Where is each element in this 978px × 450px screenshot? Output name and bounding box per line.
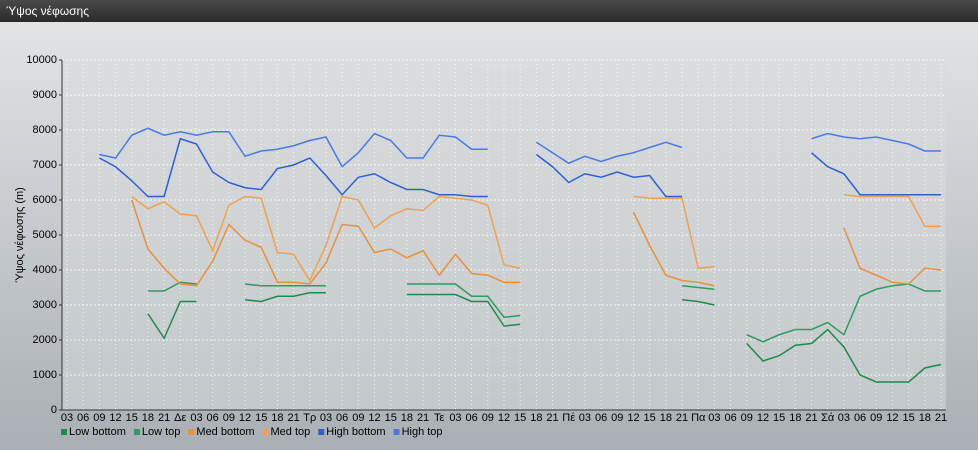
x-tick-label: 03 (61, 412, 73, 424)
x-tick-label: 12 (368, 412, 380, 424)
series-line (147, 281, 941, 343)
series-line (99, 127, 941, 168)
x-tick-label: Πα (691, 412, 706, 424)
y-tick-label: 8000 (33, 124, 57, 136)
x-tick-label: 03 (320, 412, 332, 424)
x-tick-label: 18 (401, 412, 413, 424)
x-tick-label: 06 (854, 412, 866, 424)
y-tick-label: 7000 (33, 159, 57, 171)
x-tick-label: 15 (126, 412, 138, 424)
legend-swatch (318, 429, 325, 435)
x-tick-label: 18 (789, 412, 801, 424)
x-tick-label: 12 (757, 412, 769, 424)
x-tick-label: 09 (741, 412, 753, 424)
x-tick-label: 15 (255, 412, 267, 424)
x-tick-label: 09 (611, 412, 623, 424)
legend-label: High top (402, 426, 443, 438)
x-tick-label: 21 (935, 412, 947, 424)
x-tick-label: Πέ (562, 412, 575, 424)
x-tick-label: 06 (336, 412, 348, 424)
legend-swatch (133, 429, 140, 435)
x-tick-label: 12 (109, 412, 121, 424)
x-tick-label: 15 (385, 412, 397, 424)
y-tick-label: 3000 (33, 299, 57, 311)
legend-swatch (61, 429, 67, 435)
y-tick-label: 1000 (33, 369, 57, 381)
legend-swatch (188, 429, 195, 435)
x-tick-label: 06 (77, 412, 89, 424)
legend-label: Med bottom (196, 426, 254, 438)
x-tick-label: 06 (724, 412, 736, 424)
x-tick-label: 15 (903, 412, 915, 424)
legend-label: Low top (142, 426, 181, 438)
x-tick-label: 09 (482, 412, 494, 424)
y-tick-label: 4000 (33, 264, 57, 276)
x-tick-label: 12 (886, 412, 898, 424)
y-tick-label: 9000 (33, 89, 57, 101)
y-tick-label: 0 (51, 404, 57, 416)
x-tick-label: 12 (627, 412, 639, 424)
x-tick-label: 21 (676, 412, 688, 424)
x-tick-label: 21 (546, 412, 558, 424)
series-line (131, 199, 942, 287)
x-tick-label: 06 (207, 412, 219, 424)
x-tick-label: 18 (660, 412, 672, 424)
x-tick-label: 18 (919, 412, 931, 424)
y-tick-label: 5000 (33, 229, 57, 241)
y-axis-label: Ύψος νέφωσης (m) (14, 187, 26, 283)
x-tick-label: Σά (821, 412, 835, 424)
legend-swatch (393, 429, 400, 435)
x-tick-label: 21 (158, 412, 170, 424)
x-tick-label: 12 (498, 412, 510, 424)
x-tick-label: 15 (514, 412, 526, 424)
x-tick-label: 09 (352, 412, 364, 424)
chart-title: Ύψος νέφωσης (6, 4, 89, 18)
x-tick-label: 09 (223, 412, 235, 424)
x-tick-label: 18 (142, 412, 154, 424)
legend-swatch (262, 429, 269, 435)
x-tick-label: Τρ (303, 412, 316, 424)
x-tick-label: 03 (190, 412, 202, 424)
x-tick-label: 03 (708, 412, 720, 424)
y-tick-label: 6000 (33, 194, 57, 206)
legend-label: Low bottom (69, 426, 126, 438)
y-tick-label: 10000 (26, 54, 57, 66)
x-tick-label: 15 (644, 412, 656, 424)
x-tick-label: 15 (773, 412, 785, 424)
x-tick-label: 06 (595, 412, 607, 424)
legend-label: Med top (271, 426, 311, 438)
x-tick-label: 12 (239, 412, 251, 424)
series-line (147, 292, 942, 383)
y-tick-label: 2000 (33, 334, 57, 346)
x-tick-label: 18 (271, 412, 283, 424)
x-tick-label: Δε (174, 412, 186, 424)
title-bar (0, 0, 978, 22)
series-line (99, 137, 941, 198)
x-tick-label: 03 (449, 412, 461, 424)
series-line (131, 194, 941, 283)
x-tick-label: 09 (870, 412, 882, 424)
x-tick-label: 09 (93, 412, 105, 424)
x-tick-label: 21 (287, 412, 299, 424)
x-tick-label: Τε (434, 412, 445, 424)
x-tick-label: 21 (417, 412, 429, 424)
x-tick-label: 03 (838, 412, 850, 424)
x-tick-label: 21 (805, 412, 817, 424)
x-tick-label: 03 (579, 412, 591, 424)
x-tick-label: 18 (530, 412, 542, 424)
x-tick-label: 06 (466, 412, 478, 424)
legend-label: High bottom (326, 426, 385, 438)
